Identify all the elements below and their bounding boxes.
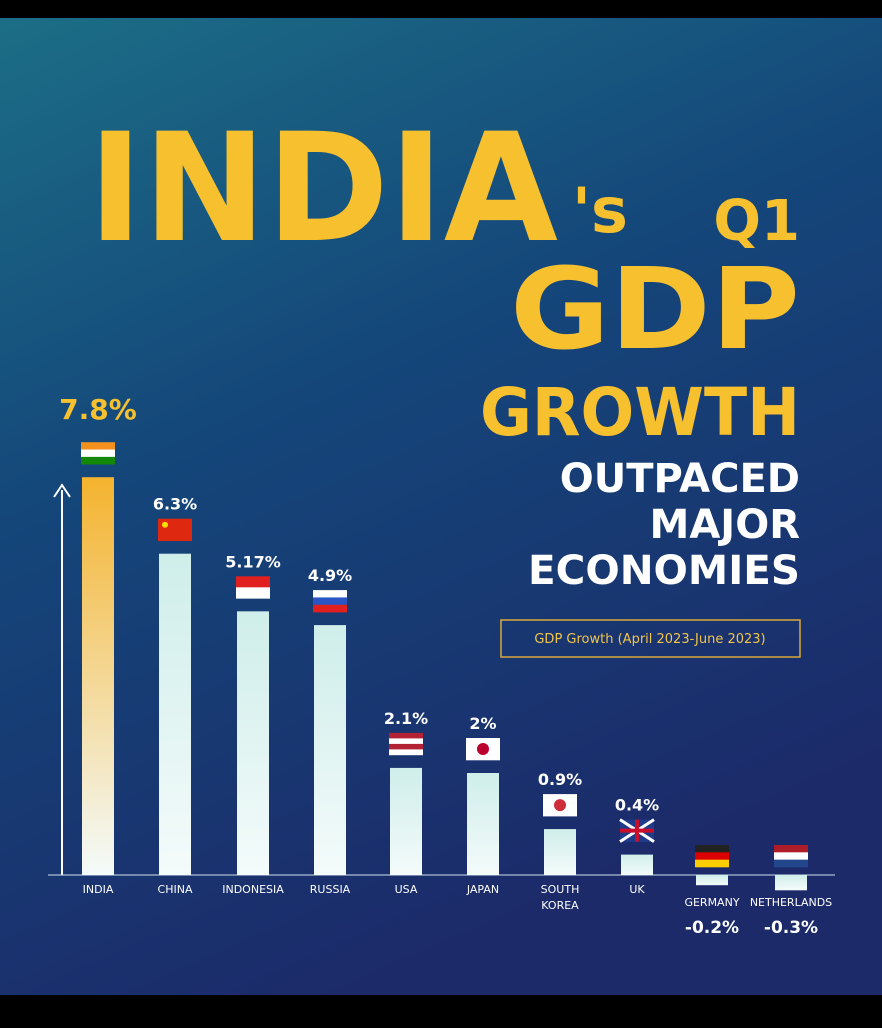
value-label: 0.4%: [615, 796, 659, 815]
flag-stripe: [695, 859, 729, 868]
value-label: 7.8%: [59, 393, 137, 426]
flag-stripe: [774, 852, 808, 860]
flag-stripe: [81, 442, 115, 450]
flag-stripe: [695, 852, 729, 860]
x-tick-label: CHINA: [158, 883, 193, 896]
flag: [774, 845, 808, 868]
bar: [696, 875, 728, 886]
title-suffix: 's: [572, 174, 628, 247]
flag-emblem: [477, 743, 489, 755]
flag-stripe: [313, 604, 347, 613]
flag: [466, 738, 500, 761]
bar: [467, 773, 499, 875]
title-growth: GROWTH: [480, 374, 800, 451]
flag: [389, 732, 423, 756]
bar: [544, 829, 576, 875]
x-tick-label: INDONESIA: [222, 883, 284, 896]
flag-stripe: [389, 732, 423, 739]
x-tick-label: NETHERLANDS: [750, 896, 832, 909]
flag-stripe: [774, 859, 808, 868]
title-main: INDIA: [88, 102, 558, 276]
flag-stripe: [236, 576, 270, 588]
arrow-head: [53, 483, 71, 498]
bar: [390, 767, 422, 875]
flag-emblem: [554, 799, 566, 812]
flag-stripe: [774, 845, 808, 853]
flag: [236, 576, 270, 599]
flag-stripe: [81, 449, 115, 458]
flag-stripe: [81, 456, 115, 465]
bar: [159, 553, 191, 875]
title-quarter: Q1: [713, 189, 800, 254]
bar: [775, 875, 807, 891]
subtitle: MAJOR: [650, 502, 800, 548]
subtitle: OUTPACED: [560, 456, 800, 502]
annotation-box: [500, 619, 801, 658]
value-label: 4.9%: [308, 566, 352, 585]
x-tick-label: RUSSIA: [310, 883, 351, 896]
bar: [82, 477, 114, 875]
flag: [313, 590, 347, 613]
flag: [619, 818, 655, 843]
x-tick-label: SOUTH KOREA: [541, 883, 580, 912]
x-tick-label: INDIA: [83, 883, 114, 896]
flag: [81, 442, 115, 465]
flag-stripe: [313, 597, 347, 606]
flag-emblem: [620, 819, 654, 842]
annotation: GDP Growth (April 2023-June 2023): [534, 632, 765, 647]
flag-stripe: [236, 587, 270, 599]
flag-stripe: [389, 749, 423, 756]
flag-stripe: [389, 738, 423, 745]
value-label: 5.17%: [225, 552, 281, 571]
x-tick-label: USA: [395, 883, 418, 896]
flag: [158, 518, 192, 541]
value-label: 6.3%: [153, 495, 197, 514]
bar: [621, 854, 653, 875]
x-tick-label: GERMANY: [684, 896, 739, 909]
flag-stripe: [695, 845, 729, 853]
value-label: 0.9%: [538, 770, 582, 789]
value-label: 2.1%: [384, 709, 428, 728]
value-label: -0.3%: [764, 918, 818, 938]
bar: [314, 625, 346, 875]
value-label: 2%: [469, 714, 496, 733]
flag: [695, 845, 729, 868]
title-gdp: GDP: [510, 245, 800, 375]
bar: [237, 611, 269, 875]
x-tick-label: JAPAN: [466, 883, 499, 896]
subtitle: ECONOMIES: [528, 548, 800, 594]
flag: [543, 794, 577, 817]
flag-emblem: [162, 521, 168, 528]
flag-stripe: [389, 743, 423, 750]
background: [0, 18, 882, 995]
flag-stripe: [158, 518, 192, 541]
value-label: -0.2%: [685, 918, 739, 938]
flag-stripe: [313, 590, 347, 598]
x-tick-label: UK: [629, 883, 645, 896]
